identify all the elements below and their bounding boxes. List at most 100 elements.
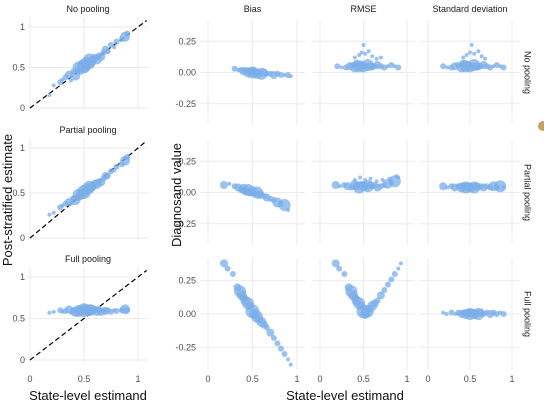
data-point bbox=[440, 63, 447, 70]
strip-label-top: Standard deviation bbox=[432, 4, 507, 14]
data-point bbox=[368, 176, 373, 181]
y-tick-label: 0 bbox=[20, 233, 25, 243]
data-point bbox=[47, 212, 52, 217]
panel-title: No pooling bbox=[66, 4, 109, 14]
data-point bbox=[501, 185, 506, 190]
strip-label-top: Bias bbox=[244, 4, 262, 14]
data-point bbox=[374, 297, 381, 304]
x-tick-label: 0.5 bbox=[246, 374, 259, 384]
data-point bbox=[439, 182, 448, 191]
data-point bbox=[384, 281, 391, 288]
data-point bbox=[363, 178, 368, 182]
strip-label-right: Partial pooling bbox=[523, 164, 533, 221]
data-point bbox=[124, 307, 131, 314]
panel-title: Full pooling bbox=[65, 254, 111, 264]
strip-label-top: RMSE bbox=[350, 4, 376, 14]
data-point bbox=[374, 179, 379, 184]
data-point bbox=[445, 185, 450, 190]
right-y-axis-label: Diagnosand value bbox=[169, 143, 184, 247]
y-tick-label: 0.00 bbox=[178, 68, 196, 78]
data-point bbox=[500, 311, 507, 317]
y-tick-label: -0.25 bbox=[175, 342, 196, 352]
data-point bbox=[336, 265, 343, 272]
x-tick-label: 0 bbox=[27, 374, 32, 384]
data-point bbox=[286, 357, 291, 362]
y-tick-label: 1 bbox=[20, 22, 25, 32]
data-point bbox=[366, 49, 371, 54]
data-point bbox=[113, 308, 120, 315]
data-point bbox=[224, 265, 231, 272]
strip-label-right: No pooling bbox=[523, 51, 533, 94]
data-point bbox=[227, 181, 232, 186]
data-point bbox=[359, 50, 364, 55]
x-tick-label: 1 bbox=[509, 374, 514, 384]
data-point bbox=[288, 74, 293, 79]
data-point bbox=[388, 276, 395, 283]
data-point bbox=[338, 184, 343, 189]
data-point bbox=[69, 78, 74, 83]
y-tick-label: 0.00 bbox=[178, 188, 196, 198]
y-tick-label: 0.25 bbox=[178, 276, 196, 286]
data-point bbox=[358, 175, 363, 180]
data-point bbox=[472, 51, 477, 56]
data-point bbox=[47, 310, 52, 315]
data-point bbox=[51, 210, 56, 215]
panel-title: Partial pooling bbox=[59, 125, 116, 135]
right-facet-grid: -0.25 0.00 0.25 No pooling -0.25 0.00 0.25 Part… bbox=[175, 4, 532, 384]
data-point bbox=[441, 310, 446, 315]
data-point bbox=[445, 65, 450, 70]
data-point bbox=[468, 50, 472, 55]
data-point bbox=[483, 56, 488, 61]
data-point bbox=[394, 174, 399, 179]
y-tick-label: 0.25 bbox=[178, 36, 196, 46]
data-point bbox=[357, 53, 362, 57]
data-point bbox=[104, 48, 111, 55]
data-point bbox=[380, 178, 385, 182]
y-tick-label: -0.25 bbox=[175, 219, 196, 229]
data-point bbox=[331, 181, 340, 189]
data-point bbox=[339, 65, 344, 70]
y-tick-label: 0.00 bbox=[178, 309, 196, 319]
left-x-axis-label: State-level estimand bbox=[29, 388, 147, 403]
y-tick-label: 0.5 bbox=[12, 63, 25, 73]
data-point bbox=[374, 56, 379, 61]
data-point bbox=[363, 51, 368, 56]
data-point bbox=[395, 64, 402, 71]
data-point bbox=[277, 345, 284, 352]
data-point bbox=[361, 43, 366, 47]
data-point bbox=[51, 309, 56, 314]
data-point bbox=[113, 163, 120, 170]
x-tick-label: 1 bbox=[135, 374, 140, 384]
data-point bbox=[47, 93, 52, 98]
x-tick-label: 0 bbox=[205, 374, 210, 384]
data-point bbox=[124, 154, 131, 160]
x-tick-label: 0.5 bbox=[464, 374, 477, 384]
data-point bbox=[352, 178, 357, 182]
data-point bbox=[352, 55, 357, 60]
data-point bbox=[274, 340, 281, 347]
data-point bbox=[286, 208, 291, 212]
data-point bbox=[476, 49, 481, 54]
y-tick-label: 0.5 bbox=[12, 188, 25, 198]
data-point bbox=[277, 72, 284, 78]
data-point bbox=[266, 328, 275, 337]
data-point bbox=[281, 351, 288, 357]
data-point bbox=[278, 199, 291, 211]
data-point bbox=[387, 176, 392, 181]
left-facet-column: 0 0.5 1 No pooling 0 0.5 1 Partial pooling 0 0.5 1… bbox=[12, 4, 148, 384]
y-tick-label: 0 bbox=[20, 355, 25, 365]
data-point bbox=[464, 53, 469, 57]
accent-dot-decoration bbox=[538, 121, 544, 131]
data-point bbox=[341, 271, 348, 277]
y-tick-label: -0.25 bbox=[175, 99, 196, 109]
data-point bbox=[479, 54, 484, 59]
data-point bbox=[270, 335, 277, 341]
data-point bbox=[376, 291, 385, 300]
y-tick-label: 0 bbox=[20, 103, 25, 113]
y-tick-label: 1 bbox=[20, 272, 25, 282]
data-point bbox=[288, 362, 293, 367]
data-point bbox=[469, 43, 474, 47]
data-point bbox=[500, 64, 507, 71]
data-point bbox=[378, 55, 383, 60]
y-tick-label: 1 bbox=[20, 143, 25, 153]
